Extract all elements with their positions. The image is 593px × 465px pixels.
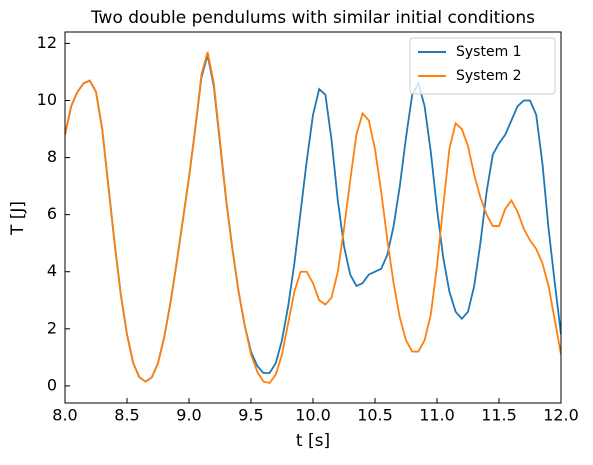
x-tick-label: 10.0 (295, 406, 331, 425)
y-tick-label: 4 (47, 261, 57, 280)
legend-label: System 1 (456, 44, 522, 60)
legend-box (409, 37, 556, 95)
y-tick-label: 8 (47, 147, 57, 166)
x-tick-label: 11.5 (481, 406, 517, 425)
x-tick-label: 10.5 (357, 406, 393, 425)
series-line (65, 54, 561, 383)
x-tick-label: 8.5 (114, 406, 139, 425)
x-tick-label: 8.0 (52, 406, 77, 425)
chart-title: Two double pendulums with similar initia… (90, 8, 535, 28)
y-tick-label: 12 (37, 33, 57, 52)
y-tick-label: 6 (47, 204, 57, 223)
y-tick-label: 10 (37, 90, 57, 109)
series-line (65, 51, 561, 385)
x-tick-label: 9.5 (238, 406, 263, 425)
x-tick-label: 9.0 (176, 406, 201, 425)
x-tick-label: 12.0 (543, 406, 579, 425)
y-axis-label: T [J] (8, 201, 28, 236)
y-tick-label: 0 (47, 375, 57, 394)
x-axis-label: t [s] (296, 431, 330, 451)
legend-label: System 2 (456, 68, 522, 84)
plot-frame (64, 31, 562, 404)
y-tick-label: 2 (47, 318, 57, 337)
x-tick-label: 11.0 (419, 406, 455, 425)
